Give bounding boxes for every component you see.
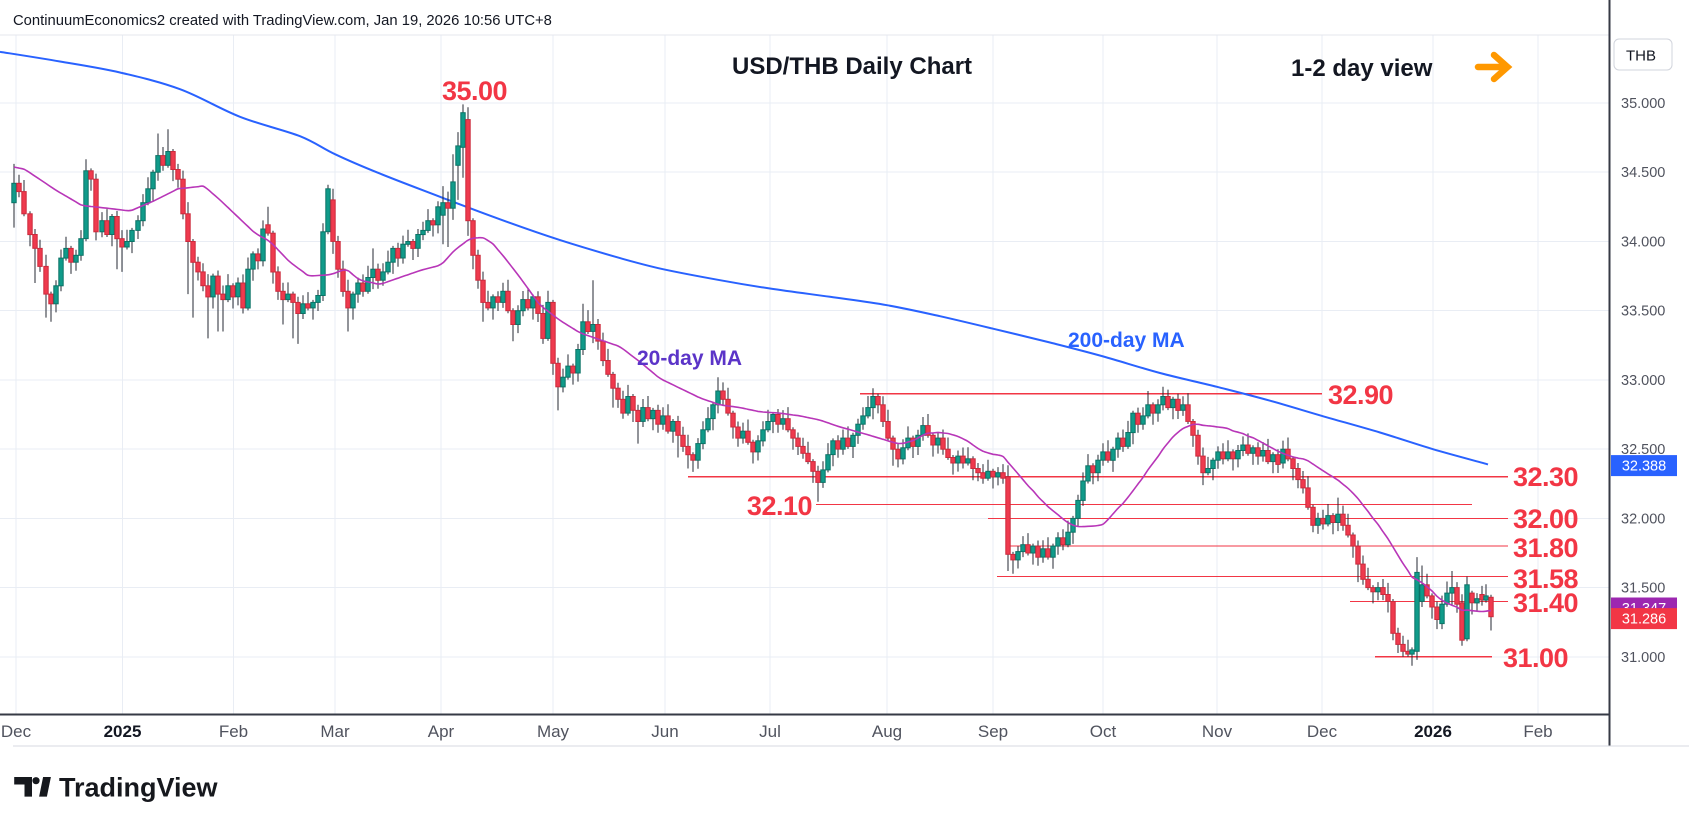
svg-text:Mar: Mar bbox=[320, 722, 350, 741]
svg-text:32.00: 32.00 bbox=[1513, 504, 1578, 534]
svg-text:USD/THB Daily Chart: USD/THB Daily Chart bbox=[732, 53, 972, 80]
svg-text:33.000: 33.000 bbox=[1621, 373, 1665, 389]
svg-text:31.000: 31.000 bbox=[1621, 650, 1665, 666]
svg-text:32.90: 32.90 bbox=[1328, 380, 1393, 410]
svg-text:Feb: Feb bbox=[219, 722, 248, 741]
svg-text:THB: THB bbox=[1626, 48, 1656, 65]
svg-text:ContinuumEconomics2 created wi: ContinuumEconomics2 created with Trading… bbox=[13, 13, 552, 29]
svg-text:Aug: Aug bbox=[872, 722, 902, 741]
svg-text:33.500: 33.500 bbox=[1621, 304, 1665, 320]
svg-text:TradingView: TradingView bbox=[59, 773, 219, 803]
svg-text:Dec: Dec bbox=[1, 722, 32, 741]
svg-text:May: May bbox=[537, 722, 570, 741]
svg-text:Oct: Oct bbox=[1090, 722, 1117, 741]
svg-text:20-day MA: 20-day MA bbox=[637, 347, 742, 370]
svg-text:Feb: Feb bbox=[1523, 722, 1552, 741]
svg-text:32.30: 32.30 bbox=[1513, 462, 1578, 492]
svg-text:31.80: 31.80 bbox=[1513, 533, 1578, 563]
svg-text:31.500: 31.500 bbox=[1621, 581, 1665, 597]
svg-text:32.10: 32.10 bbox=[747, 491, 812, 521]
svg-text:2026: 2026 bbox=[1414, 722, 1452, 741]
svg-text:31.286: 31.286 bbox=[1622, 612, 1666, 628]
svg-text:Dec: Dec bbox=[1307, 722, 1338, 741]
svg-text:Jul: Jul bbox=[759, 722, 781, 741]
svg-text:35.000: 35.000 bbox=[1621, 96, 1665, 112]
svg-text:31.00: 31.00 bbox=[1503, 643, 1568, 673]
svg-text:200-day MA: 200-day MA bbox=[1068, 329, 1185, 352]
svg-text:Sep: Sep bbox=[978, 722, 1008, 741]
svg-text:31.40: 31.40 bbox=[1513, 588, 1578, 618]
svg-text:32.388: 32.388 bbox=[1622, 459, 1666, 475]
svg-text:Jun: Jun bbox=[651, 722, 678, 741]
svg-text:35.00: 35.00 bbox=[442, 76, 507, 106]
svg-text:34.500: 34.500 bbox=[1621, 165, 1665, 181]
svg-text:1-2 day view: 1-2 day view bbox=[1291, 55, 1433, 82]
svg-text:Apr: Apr bbox=[428, 722, 455, 741]
svg-text:Nov: Nov bbox=[1202, 722, 1233, 741]
svg-text:32.000: 32.000 bbox=[1621, 511, 1665, 527]
svg-text:34.000: 34.000 bbox=[1621, 235, 1665, 251]
svg-text:2025: 2025 bbox=[104, 722, 142, 741]
